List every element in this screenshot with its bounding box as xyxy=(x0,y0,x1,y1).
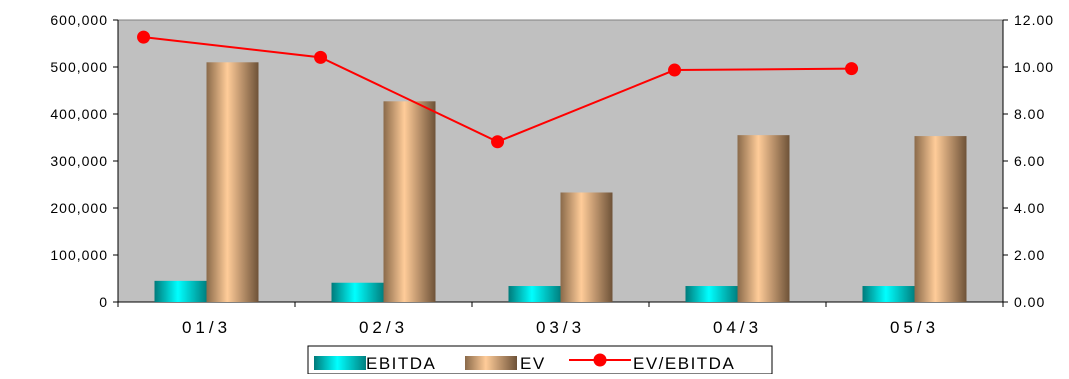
ebitda-bar xyxy=(862,286,915,302)
ev-ebitda-point xyxy=(491,135,505,149)
ev-ebitda-point xyxy=(137,30,151,44)
legend-ratio-label: EV/EBITDA xyxy=(633,354,735,373)
y-left-tick-label: 100,000 xyxy=(50,247,108,263)
ev-bar xyxy=(914,136,967,302)
y-right-tick-label: 12.00 xyxy=(1014,12,1054,28)
legend-ebitda-swatch xyxy=(314,356,366,370)
y-right-tick-label: 10.00 xyxy=(1014,59,1054,75)
y-left-tick-label: 400,000 xyxy=(50,106,108,122)
ev-ebitda-point xyxy=(314,50,328,64)
y-left-tick-label: 0 xyxy=(99,294,108,310)
y-left-tick-label: 200,000 xyxy=(50,200,108,216)
legend-ev-label: EV xyxy=(520,354,546,373)
ebitda-bar xyxy=(331,282,384,302)
y-left-tick-label: 300,000 xyxy=(50,153,108,169)
legend-box xyxy=(307,345,773,375)
x-tick-label: 04/3 xyxy=(713,318,762,337)
y-right-tick-label: 6.00 xyxy=(1014,153,1045,169)
ev-ebitda-point xyxy=(668,63,682,77)
y-right-tick-label: 2.00 xyxy=(1014,247,1045,263)
y-right-tick-label: 8.00 xyxy=(1014,106,1045,122)
ev-ebitda-point xyxy=(845,62,859,76)
y-left-tick-label: 500,000 xyxy=(50,59,108,75)
ebitda-bar xyxy=(508,286,561,302)
x-tick-label: 05/3 xyxy=(890,318,939,337)
ebitda-bar xyxy=(154,280,207,302)
ev-bar xyxy=(560,192,613,302)
legend-ratio-marker xyxy=(593,353,607,367)
x-tick-label: 01/3 xyxy=(182,318,231,337)
x-tick-label: 03/3 xyxy=(536,318,585,337)
legend-ebitda-label: EBITDA xyxy=(366,354,436,373)
ebitda-bar xyxy=(685,286,738,302)
ev-bar xyxy=(737,135,790,302)
y-left-tick-label: 600,000 xyxy=(50,12,108,28)
y-right-tick-label: 0.00 xyxy=(1014,294,1045,310)
ev-bar xyxy=(206,62,259,302)
ev-bar xyxy=(383,101,436,302)
legend-ev-swatch xyxy=(465,356,517,370)
y-right-tick-label: 4.00 xyxy=(1014,200,1045,216)
x-tick-label: 02/3 xyxy=(359,318,408,337)
